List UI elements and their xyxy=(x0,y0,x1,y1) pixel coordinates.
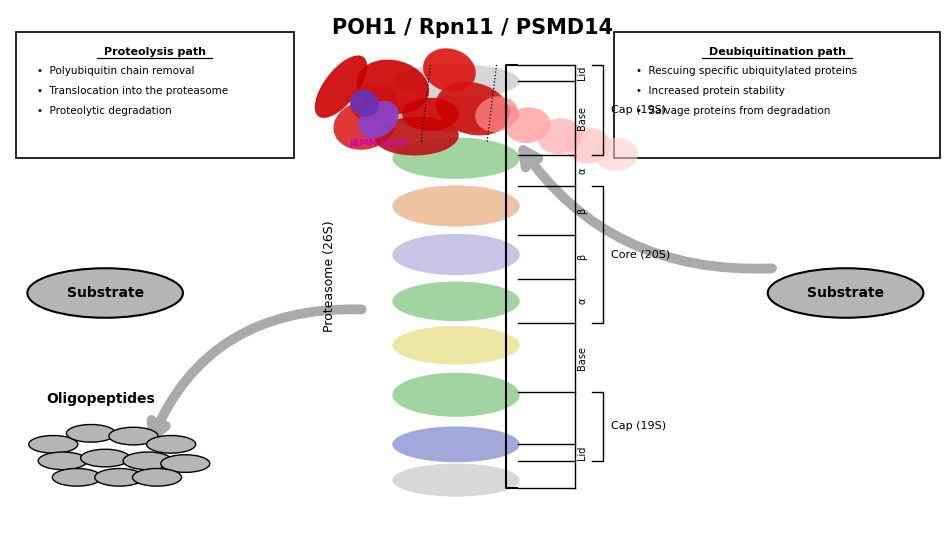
Ellipse shape xyxy=(436,82,510,135)
Ellipse shape xyxy=(123,452,172,469)
Ellipse shape xyxy=(393,96,519,132)
Ellipse shape xyxy=(768,268,923,318)
Text: Base: Base xyxy=(577,346,587,369)
Ellipse shape xyxy=(66,425,115,442)
Ellipse shape xyxy=(357,60,429,114)
Ellipse shape xyxy=(402,98,459,131)
Text: Cap (19S): Cap (19S) xyxy=(611,421,666,431)
Ellipse shape xyxy=(350,90,378,117)
Text: Base: Base xyxy=(577,106,587,131)
Ellipse shape xyxy=(393,234,519,275)
Ellipse shape xyxy=(393,138,519,179)
Text: Cap (19S): Cap (19S) xyxy=(611,105,666,115)
Ellipse shape xyxy=(95,468,144,486)
Text: •  Proteolytic degradation: • Proteolytic degradation xyxy=(37,106,172,116)
Text: Core (20S): Core (20S) xyxy=(611,249,670,259)
Ellipse shape xyxy=(147,436,196,453)
Text: Substrate: Substrate xyxy=(66,286,144,300)
Ellipse shape xyxy=(38,452,87,469)
Text: Substrate: Substrate xyxy=(807,286,885,300)
Ellipse shape xyxy=(393,463,519,497)
Ellipse shape xyxy=(393,426,519,462)
Ellipse shape xyxy=(333,101,395,150)
Ellipse shape xyxy=(537,118,583,154)
Ellipse shape xyxy=(393,326,519,364)
Ellipse shape xyxy=(595,138,638,171)
FancyBboxPatch shape xyxy=(15,32,294,158)
Ellipse shape xyxy=(52,468,101,486)
Ellipse shape xyxy=(315,55,367,118)
Text: JAMM motif: JAMM motif xyxy=(349,139,408,148)
Ellipse shape xyxy=(161,455,210,472)
Ellipse shape xyxy=(80,449,130,467)
Text: β: β xyxy=(577,207,587,213)
Text: •  Salvage proteins from degradation: • Salvage proteins from degradation xyxy=(636,106,831,116)
Ellipse shape xyxy=(350,84,397,122)
Ellipse shape xyxy=(393,281,519,321)
Text: α: α xyxy=(577,168,587,174)
Ellipse shape xyxy=(566,128,611,164)
Ellipse shape xyxy=(423,48,476,92)
Ellipse shape xyxy=(505,107,551,143)
Text: •  Translocation into the proteasome: • Translocation into the proteasome xyxy=(37,86,228,96)
Text: Lid: Lid xyxy=(577,66,587,80)
FancyBboxPatch shape xyxy=(615,32,940,158)
Text: Deubiquitination path: Deubiquitination path xyxy=(709,46,846,56)
Ellipse shape xyxy=(359,101,399,138)
Ellipse shape xyxy=(393,64,519,98)
Ellipse shape xyxy=(393,373,519,417)
Text: Oligopeptides: Oligopeptides xyxy=(46,392,155,406)
Text: POH1 / Rpn11 / PSMD14: POH1 / Rpn11 / PSMD14 xyxy=(332,18,614,38)
Text: •  Polyubiquitin chain removal: • Polyubiquitin chain removal xyxy=(37,66,195,76)
Ellipse shape xyxy=(475,96,518,132)
Ellipse shape xyxy=(27,268,183,318)
Ellipse shape xyxy=(374,117,459,155)
Ellipse shape xyxy=(28,436,78,453)
Text: •  Increased protein stability: • Increased protein stability xyxy=(636,86,785,96)
Text: Proteolysis path: Proteolysis path xyxy=(104,46,205,56)
Ellipse shape xyxy=(109,427,158,445)
Text: •  Rescuing specific ubiquitylated proteins: • Rescuing specific ubiquitylated protei… xyxy=(636,66,857,76)
Ellipse shape xyxy=(393,185,519,227)
Ellipse shape xyxy=(132,468,182,486)
Text: Proteasome (26S): Proteasome (26S) xyxy=(324,221,336,332)
Text: Lid: Lid xyxy=(577,445,587,460)
Text: α: α xyxy=(577,298,587,305)
Text: β: β xyxy=(577,254,587,260)
